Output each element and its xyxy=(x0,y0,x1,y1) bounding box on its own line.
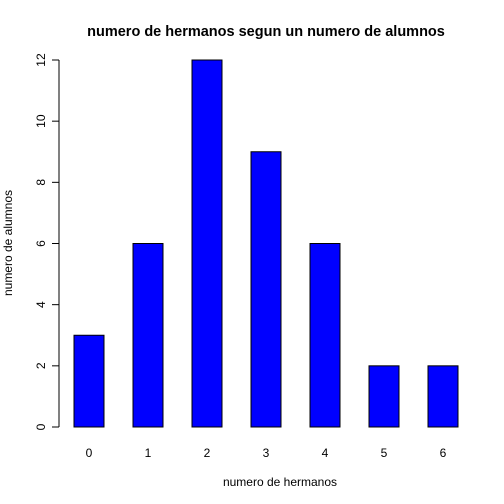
bar xyxy=(250,151,282,428)
x-tick-label: 5 xyxy=(381,446,388,460)
bar xyxy=(191,59,223,428)
y-tick-label: 2 xyxy=(34,362,48,369)
bar xyxy=(309,243,341,428)
y-tick-label: 4 xyxy=(34,301,48,308)
bars-group xyxy=(73,59,459,428)
bar xyxy=(368,365,400,428)
x-tick-labels: 0 1 2 3 4 5 6 xyxy=(86,446,447,460)
x-tick-label: 2 xyxy=(204,446,211,460)
bar xyxy=(73,334,105,428)
chart-title: numero de hermanos segun un numero de al… xyxy=(87,24,445,40)
x-tick-label: 0 xyxy=(86,446,93,460)
bar xyxy=(132,243,164,428)
y-tick-label: 0 xyxy=(34,423,48,430)
x-tick-label: 6 xyxy=(440,446,447,460)
x-tick-label: 3 xyxy=(263,446,270,460)
y-tick-label: 12 xyxy=(34,53,48,67)
bar xyxy=(427,365,459,428)
y-tick-label: 6 xyxy=(34,240,48,247)
y-tick-label: 8 xyxy=(34,179,48,186)
x-axis-label: numero de hermanos xyxy=(223,475,337,489)
y-axis-label: numero de alumnos xyxy=(1,190,15,296)
y-tick-label: 10 xyxy=(34,114,48,128)
x-tick-label: 1 xyxy=(145,446,152,460)
x-tick-label: 4 xyxy=(322,446,329,460)
y-axis: 0 2 4 6 8 10 12 xyxy=(34,53,60,430)
